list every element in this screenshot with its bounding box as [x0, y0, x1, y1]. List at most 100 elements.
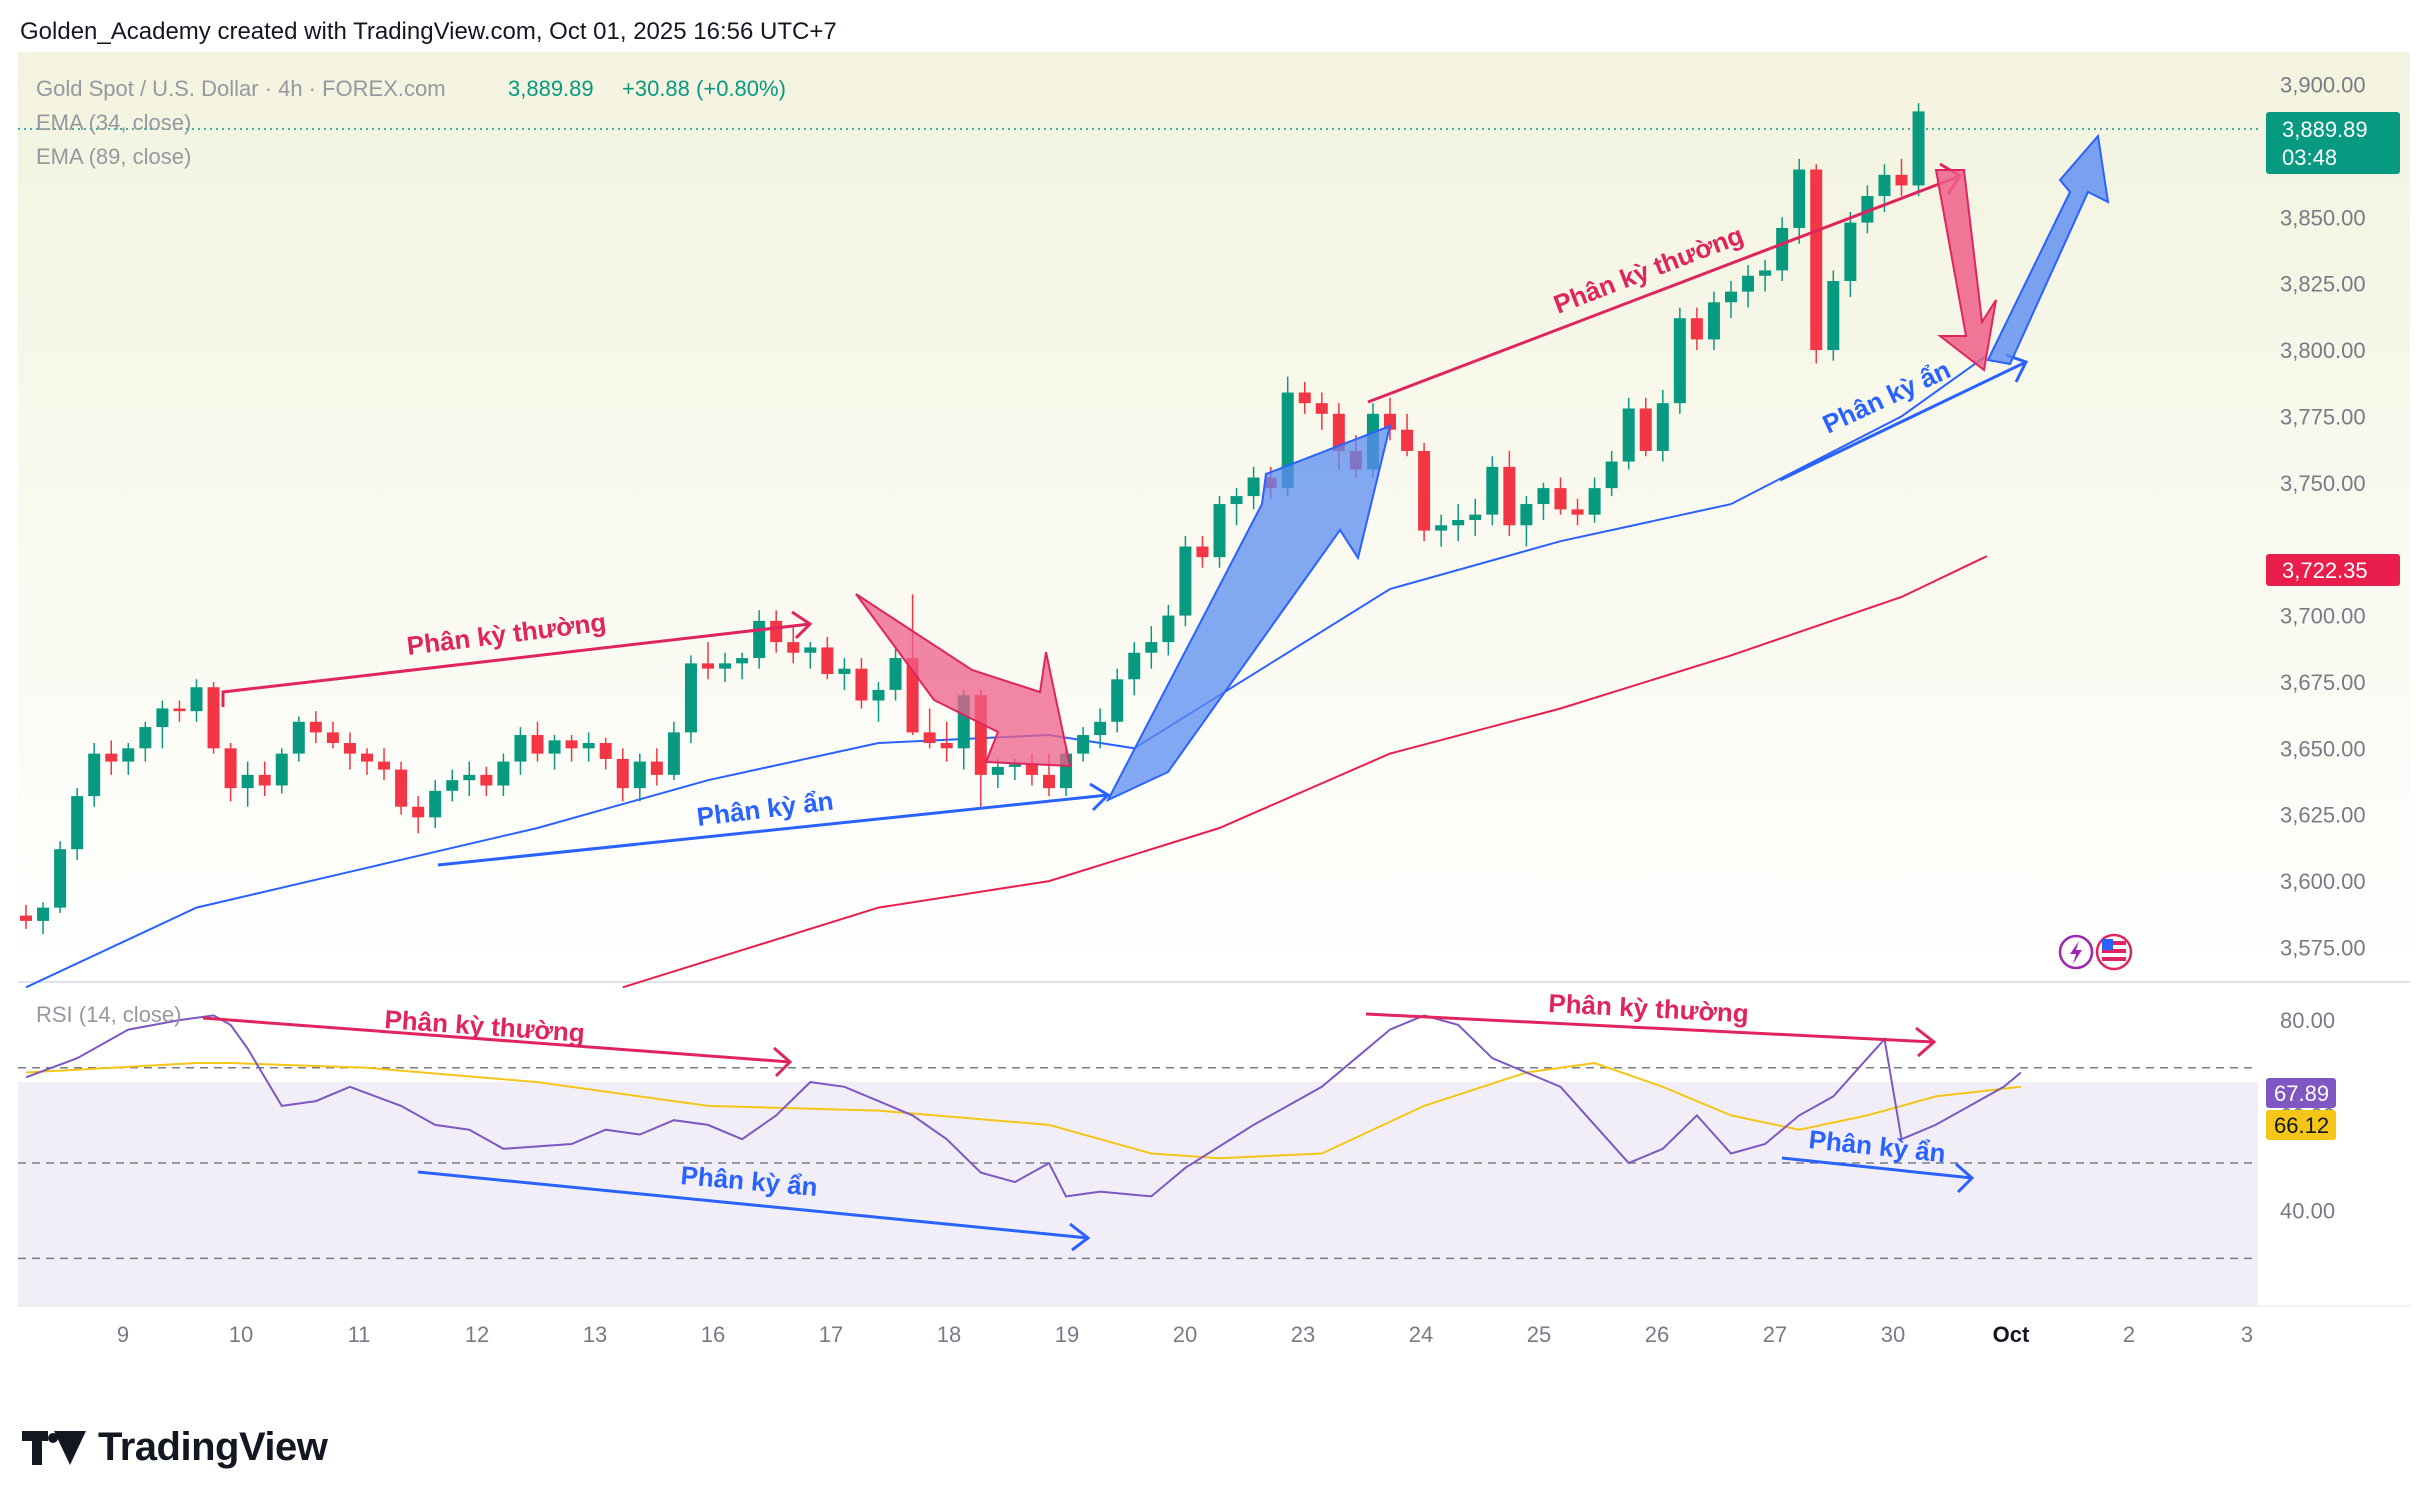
rsi-levels: [18, 1067, 2258, 1260]
legend-price: 3,889.89: [508, 76, 594, 101]
rsi-regular-divergence-left[interactable]: [202, 1016, 791, 1064]
candle-body: [1605, 461, 1618, 489]
legend-ema34[interactable]: EMA (34, close): [36, 110, 191, 135]
candlestick-series: [20, 103, 1925, 935]
time-axis[interactable]: 9 10 11 12 13 16 17 18 19 20 23 24 25 26 27 30 Oct 2 3: [117, 1322, 2253, 1347]
arrowhead: [1089, 782, 1111, 812]
legend-symbol[interactable]: Gold Spot / U.S. Dollar · 4h · FOREX.com: [36, 76, 446, 101]
bearish-move-arrow-right[interactable]: [1934, 169, 1997, 372]
price-tick: 3,775.00: [2280, 404, 2366, 429]
candle-body: [1145, 642, 1158, 653]
time-tick: 3: [2241, 1322, 2253, 1347]
candle-body: [1537, 488, 1550, 505]
candle-body: [1844, 222, 1857, 282]
last-price-value: 3,889.89: [2282, 117, 2368, 142]
candle-body: [1384, 413, 1396, 430]
candle-body: [787, 642, 800, 653]
candle-body: [1622, 408, 1635, 462]
rsi-band: [18, 1082, 2258, 1306]
candle-body: [1435, 525, 1448, 531]
time-tick: 2: [2123, 1322, 2135, 1347]
price-tick: 3,575.00: [2280, 935, 2366, 960]
regular-divergence-line-right[interactable]: [1367, 174, 1961, 404]
candle-body: [531, 735, 544, 754]
candle-body: [770, 620, 783, 643]
arrowhead: [773, 1046, 793, 1078]
bearish-move-arrow[interactable]: [855, 593, 1072, 768]
candle-body: [1196, 546, 1209, 558]
candle-body: [1571, 509, 1584, 515]
rsi-hidden-divergence-left[interactable]: [417, 1170, 1089, 1240]
candle-body: [1179, 546, 1192, 616]
time-tick: 17: [819, 1322, 843, 1347]
candle-body: [1690, 318, 1703, 340]
bullish-move-arrow[interactable]: [1105, 424, 1392, 803]
candle-body: [1094, 721, 1107, 736]
time-tick: 23: [1291, 1322, 1315, 1347]
regular-divergence-line-left[interactable]: [221, 622, 811, 707]
candle-body: [736, 658, 749, 664]
economic-events-icons[interactable]: [2058, 933, 2133, 971]
last-price-label: 3,889.89 03:48: [2266, 112, 2400, 174]
rsi-value-label: 67.89: [2266, 1078, 2336, 1108]
ema34-path: [25, 354, 1988, 989]
candle-body: [156, 708, 169, 728]
candle-body: [684, 663, 697, 733]
candle-body: [54, 849, 67, 908]
bullish-move-arrow-right[interactable]: [1986, 133, 2110, 366]
candle-body: [326, 732, 339, 744]
rsi-ma-label: 66.12: [2266, 1110, 2336, 1140]
candle-body: [122, 748, 135, 762]
time-tick: 11: [348, 1322, 371, 1347]
candle-body: [1912, 111, 1925, 186]
time-tick: 9: [117, 1322, 129, 1347]
candle-body: [991, 766, 1004, 775]
candle-body: [1861, 196, 1874, 223]
chart-attribution: Golden_Academy created with TradingView.…: [20, 18, 837, 45]
candle-body: [1128, 652, 1141, 680]
time-tick: 24: [1409, 1322, 1433, 1347]
rsi-hidden-divergence-right[interactable]: [1781, 1156, 1973, 1180]
candle-body: [1418, 450, 1431, 531]
hidden-divergence-line-right[interactable]: [1779, 360, 2027, 482]
candle-body: [753, 620, 766, 659]
arrowhead: [1955, 1162, 1975, 1194]
candle-body: [1332, 413, 1345, 451]
drawing-arrows[interactable]: [202, 133, 2110, 1252]
candle-body: [1810, 169, 1823, 351]
legend-change: +30.88 (+0.80%): [622, 76, 786, 101]
candle-body: [1298, 392, 1311, 404]
candle-body: [1315, 403, 1328, 414]
candle-body: [889, 658, 902, 690]
price-tick: 3,700.00: [2280, 604, 2366, 629]
ema89-path: [622, 555, 1988, 989]
candle-body: [190, 687, 203, 712]
legend-rsi[interactable]: RSI (14, close): [36, 1002, 182, 1027]
time-tick: 10: [229, 1322, 253, 1347]
chart-area[interactable]: 3,900.003,875.003,850.003,825.003,800.00…: [18, 52, 2410, 1390]
candle-body: [838, 668, 851, 674]
candle-body: [599, 743, 612, 759]
tradingview-logo[interactable]: TradingView: [22, 1425, 328, 1470]
price-tick: 3,750.00: [2280, 471, 2366, 496]
candle-body: [1503, 466, 1516, 526]
candle-body: [1008, 764, 1021, 767]
candle-body: [497, 761, 510, 786]
candle-body: [1776, 227, 1789, 271]
candle-body: [1895, 174, 1908, 186]
hidden-divergence-line-left[interactable]: [437, 793, 1109, 867]
chart-svg[interactable]: 3,900.003,875.003,850.003,825.003,800.00…: [18, 52, 2410, 1390]
price-tick: 3,650.00: [2280, 736, 2366, 761]
rsi-tick: 40.00: [2280, 1199, 2335, 1224]
candle-body: [446, 780, 459, 791]
time-tick: 25: [1527, 1322, 1551, 1347]
arrowhead: [791, 610, 813, 640]
legend-ema89[interactable]: EMA (89, close): [36, 144, 191, 169]
candle-body: [1469, 514, 1482, 520]
candle-body: [1588, 488, 1601, 515]
candle-body: [582, 743, 595, 749]
rsi-regular-divergence-right[interactable]: [1365, 1012, 1935, 1044]
candle-body: [855, 668, 868, 701]
candle-body: [1793, 169, 1806, 228]
price-tick: 3,600.00: [2280, 869, 2366, 894]
